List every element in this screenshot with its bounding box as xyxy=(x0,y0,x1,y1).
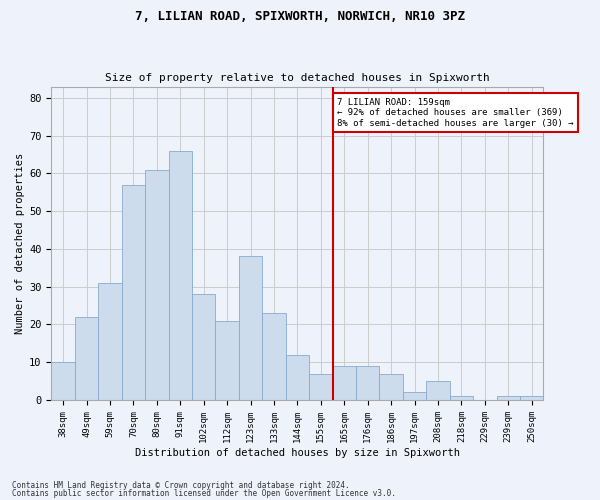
Bar xyxy=(497,396,520,400)
Text: Contains HM Land Registry data © Crown copyright and database right 2024.: Contains HM Land Registry data © Crown c… xyxy=(12,481,350,490)
Bar xyxy=(520,396,544,400)
Bar xyxy=(192,294,215,400)
Bar xyxy=(332,366,356,400)
Bar xyxy=(309,374,332,400)
Text: 7 LILIAN ROAD: 159sqm
← 92% of detached houses are smaller (369)
8% of semi-deta: 7 LILIAN ROAD: 159sqm ← 92% of detached … xyxy=(337,98,574,128)
Bar xyxy=(449,396,473,400)
Bar xyxy=(215,320,239,400)
Bar xyxy=(426,381,449,400)
Bar xyxy=(145,170,169,400)
Bar xyxy=(403,392,426,400)
Text: 7, LILIAN ROAD, SPIXWORTH, NORWICH, NR10 3PZ: 7, LILIAN ROAD, SPIXWORTH, NORWICH, NR10… xyxy=(135,10,465,23)
Bar xyxy=(98,283,122,400)
Bar xyxy=(169,150,192,400)
Bar xyxy=(122,184,145,400)
Bar xyxy=(239,256,262,400)
Title: Size of property relative to detached houses in Spixworth: Size of property relative to detached ho… xyxy=(105,73,490,83)
Bar xyxy=(52,362,75,400)
Bar xyxy=(379,374,403,400)
Bar xyxy=(262,313,286,400)
Bar xyxy=(356,366,379,400)
Text: Contains public sector information licensed under the Open Government Licence v3: Contains public sector information licen… xyxy=(12,488,396,498)
X-axis label: Distribution of detached houses by size in Spixworth: Distribution of detached houses by size … xyxy=(135,448,460,458)
Y-axis label: Number of detached properties: Number of detached properties xyxy=(15,152,25,334)
Bar xyxy=(75,317,98,400)
Bar xyxy=(286,354,309,400)
